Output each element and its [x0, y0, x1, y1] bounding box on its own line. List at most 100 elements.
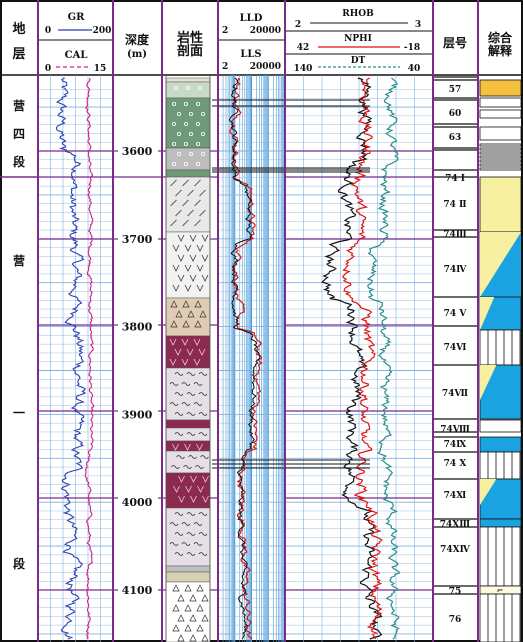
lith-symbol: [174, 512, 184, 516]
lith-symbol: [201, 274, 209, 282]
dt-curve: [366, 77, 401, 640]
depth-header: 深度: [125, 32, 150, 47]
lith-symbol: [195, 161, 200, 166]
lith-symbol: [199, 310, 207, 318]
interp-dry-wedge: [480, 297, 495, 330]
cal-header-min: 0: [45, 64, 51, 74]
interp-oil-symbol: ⌐: [497, 585, 504, 595]
interp-zone: [479, 526, 522, 587]
lith-symbol: [169, 358, 177, 366]
interp-thin-layer: [479, 163, 522, 167]
lith-symbol: [183, 102, 188, 107]
layer-number: 57: [449, 85, 462, 95]
formation-name-char: 营: [13, 98, 25, 113]
interp-dry-wedge: [480, 479, 497, 505]
nphi-curve: [342, 77, 383, 640]
depth-unit: (m): [127, 49, 147, 60]
lith-symbol: [201, 254, 209, 262]
lith-symbol: [189, 594, 197, 602]
layer-number: 74 Ⅹ: [444, 459, 467, 469]
lith-symbol: [181, 542, 191, 546]
depth-label-bg: [118, 407, 158, 420]
lith-symbol: [188, 112, 193, 117]
lith-symbol: [173, 485, 180, 493]
lith-symbol: [187, 209, 194, 217]
lith-symbol: [188, 131, 193, 136]
depth-label-bg: [118, 583, 158, 595]
depth-label-bg: [118, 231, 158, 244]
layer-number: 74Ⅳ: [444, 265, 468, 275]
lithology-block: [165, 419, 211, 429]
lith-symbol: [171, 465, 180, 469]
lith-symbol: [194, 179, 201, 187]
lld-curve: [228, 77, 263, 640]
lith-symbol: [195, 122, 200, 127]
lld-header-name: LLD: [240, 13, 263, 24]
layer-number: 74Ⅲ: [443, 230, 467, 240]
lith-symbol: [201, 234, 209, 242]
lith-symbol: [184, 624, 192, 632]
dt-header-max: 40: [408, 64, 421, 74]
lith-symbol: [182, 199, 189, 207]
lith-symbol: [196, 604, 204, 612]
interp-dry-zone: [479, 176, 522, 233]
lith-symbol: [174, 432, 184, 436]
lith-symbol: [183, 161, 188, 166]
lls-header-name: LLS: [240, 49, 261, 60]
formation-name-char: 一: [13, 406, 25, 420]
lith-symbol: [170, 199, 177, 207]
lith-symbol: [198, 412, 208, 416]
interp-thin-layer: [479, 167, 522, 171]
layer-number: 74Ⅷ: [440, 425, 470, 435]
lith-symbol: [197, 485, 204, 493]
formation-name-char: 四: [13, 127, 25, 141]
lith-symbol: [186, 552, 196, 556]
lith-symbol: [198, 432, 208, 436]
gr-curve: [55, 77, 87, 640]
lithology-block: [165, 77, 211, 83]
lith-symbol: [171, 122, 176, 127]
lith-symbol: [181, 358, 189, 366]
layer-number: 75: [449, 587, 462, 597]
lith-symbol: [184, 284, 192, 292]
lith-symbol: [182, 179, 189, 187]
lith-symbol: [172, 244, 180, 252]
lith-symbol: [177, 234, 185, 242]
lith-symbol: [177, 614, 185, 622]
layer-number: 74ⅩⅢ: [440, 520, 471, 530]
lith-symbol: [195, 141, 200, 146]
lls-curve: [228, 77, 261, 640]
lith-symbol: [181, 338, 189, 346]
lith-symbol: [197, 86, 202, 91]
lith-symbol: [190, 495, 197, 503]
lith-symbol: [188, 151, 193, 156]
dt-header-name: DT: [351, 56, 366, 66]
interp-oil-zone: [479, 79, 522, 97]
lith-symbol: [200, 455, 209, 459]
lith-symbol: [176, 455, 185, 459]
lithology-block: [165, 97, 211, 149]
lith-symbol: [184, 244, 192, 252]
formation-header: 层: [12, 47, 25, 62]
lith-symbol: [193, 522, 203, 526]
lith-symbol: [170, 300, 178, 308]
interp-thin-layer: [479, 151, 522, 155]
lith-symbol: [183, 141, 188, 146]
nphi-header-name: NPHI: [344, 34, 372, 44]
lith-symbol: [176, 112, 181, 117]
lith-symbol: [186, 348, 194, 356]
lld-header-max: 20000: [250, 26, 281, 36]
formation-header: 地: [12, 21, 25, 37]
layer-number: 60: [449, 109, 462, 119]
formation-name-char: 段: [13, 154, 26, 169]
lith-symbol: [202, 495, 209, 503]
lith-symbol: [175, 310, 183, 318]
lith-symbol: [186, 372, 196, 376]
interp-thin-layer: [479, 147, 522, 151]
layer-number: 63: [449, 133, 462, 143]
lith-symbol: [188, 455, 197, 459]
interp-dry-zone: [479, 97, 522, 108]
lith-symbol: [184, 584, 192, 592]
lith-symbol: [189, 614, 197, 622]
lith-symbol: [182, 300, 190, 308]
